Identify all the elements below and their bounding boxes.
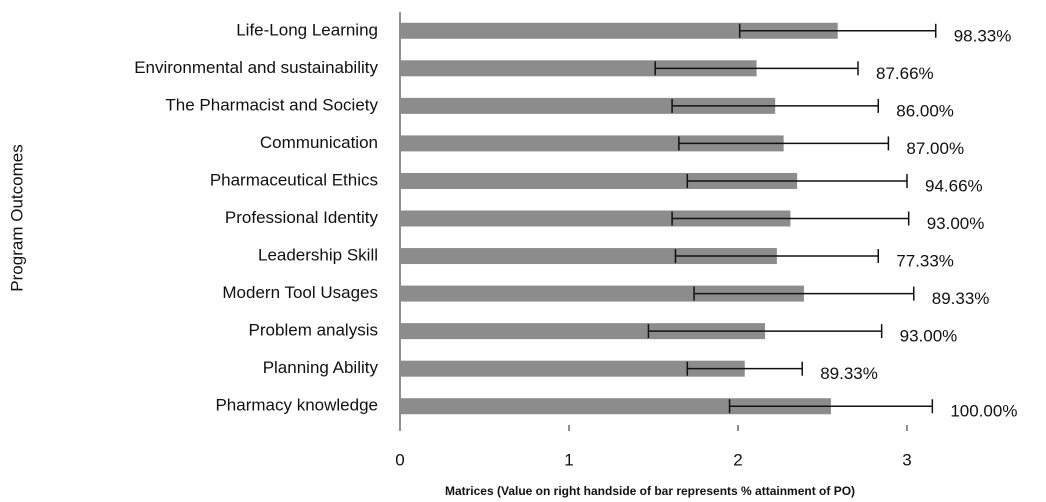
data-label: 100.00% — [950, 402, 1017, 421]
bar — [400, 97, 776, 114]
x-tick-label: 2 — [733, 450, 742, 469]
y-tick-label: The Pharmacist and Society — [165, 95, 378, 114]
bar — [400, 323, 766, 340]
x-tick-label: 1 — [564, 450, 573, 469]
y-tick-label: Problem analysis — [249, 321, 378, 340]
data-label: 87.66% — [876, 64, 934, 83]
bar — [400, 360, 745, 377]
data-label: 87.00% — [906, 139, 964, 158]
y-tick-label: Professional Identity — [225, 208, 379, 227]
data-label: 89.33% — [820, 364, 878, 383]
y-tick-label: Life-Long Learning — [236, 20, 378, 39]
bar — [400, 135, 784, 152]
x-tick-label: 0 — [395, 450, 404, 469]
data-label: 93.00% — [927, 214, 985, 233]
bar — [400, 172, 798, 189]
y-tick-label: Leadership Skill — [258, 246, 378, 265]
bar — [400, 285, 804, 302]
data-label: 93.00% — [900, 327, 958, 346]
x-axis-title: Matrices (Value on right handside of bar… — [445, 484, 855, 498]
y-tick-label: Communication — [260, 133, 378, 152]
y-tick-label: Modern Tool Usages — [222, 283, 378, 302]
y-tick-label: Pharmaceutical Ethics — [210, 170, 378, 189]
bar — [400, 398, 831, 415]
y-tick-label: Environmental and sustainability — [134, 58, 378, 77]
data-label: 77.33% — [896, 252, 954, 271]
data-label: 86.00% — [896, 101, 954, 120]
bar — [400, 60, 757, 77]
bar — [400, 210, 791, 227]
y-tick-label: Planning Ability — [263, 358, 379, 377]
x-tick-label: 3 — [902, 450, 911, 469]
bar — [400, 22, 838, 39]
y-tick-label: Pharmacy knowledge — [215, 396, 378, 415]
data-label: 89.33% — [932, 289, 990, 308]
data-label: 98.33% — [954, 26, 1012, 45]
data-label: 94.66% — [925, 176, 983, 195]
y-axis-title: Program Outcomes — [7, 144, 26, 291]
bar — [400, 248, 777, 265]
